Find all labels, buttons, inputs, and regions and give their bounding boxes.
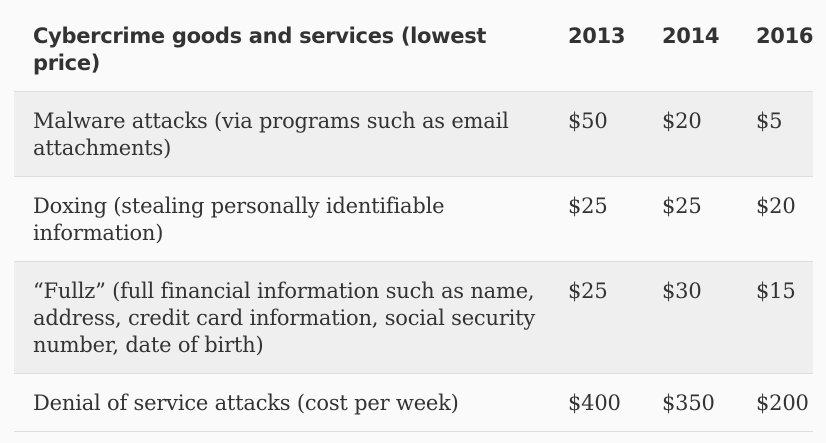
row-item: “Fullz” (full financial information such… — [33, 279, 536, 357]
row-price-2016: $200 — [756, 391, 809, 415]
table-row: “Fullz” (full financial information such… — [14, 261, 813, 374]
row-price-2014: $30 — [662, 279, 702, 303]
row-price-2016: $5 — [756, 109, 783, 133]
row-price-2013: $400 — [568, 391, 621, 415]
cybercrime-price-table: Cybercrime goods and services (lowest pr… — [14, 0, 814, 432]
row-price-2013: $25 — [568, 279, 608, 303]
row-price-2014: $20 — [662, 109, 702, 133]
row-item: Malware attacks (via programs such as em… — [33, 109, 509, 160]
row-price-2013: $25 — [568, 194, 608, 218]
row-item: Doxing (stealing personally identifiable… — [33, 194, 445, 245]
price-table-container: Cybercrime goods and services (lowest pr… — [14, 0, 814, 432]
table-header-row: Cybercrime goods and services (lowest pr… — [14, 0, 814, 92]
table-row: Denial of service attacks (cost per week… — [14, 373, 813, 432]
row-price-2016: $15 — [756, 279, 796, 303]
header-item: Cybercrime goods and services (lowest pr… — [33, 24, 487, 75]
table-row: Doxing (stealing personally identifiable… — [14, 176, 813, 262]
row-price-2014: $25 — [662, 194, 702, 218]
header-2013: 2013 — [568, 24, 626, 48]
row-price-2014: $350 — [662, 391, 715, 415]
row-item: Denial of service attacks (cost per week… — [33, 391, 459, 415]
header-2014: 2014 — [662, 24, 720, 48]
row-price-2013: $50 — [568, 109, 608, 133]
row-price-2016: $20 — [756, 194, 796, 218]
header-2016: 2016 — [756, 24, 814, 48]
table-row: Malware attacks (via programs such as em… — [14, 91, 813, 177]
